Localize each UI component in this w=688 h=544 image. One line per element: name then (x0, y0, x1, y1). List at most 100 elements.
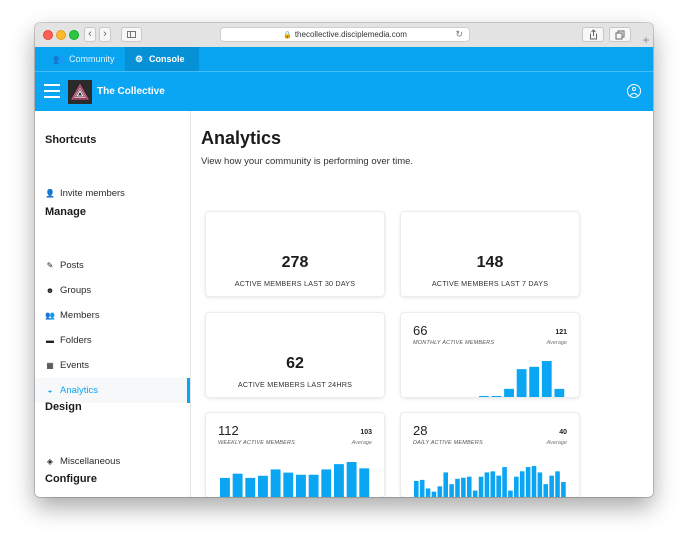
daily-bar (537, 472, 543, 497)
weekly-bar (321, 469, 332, 497)
sidebar-item-folders[interactable]: ▬ Folders (35, 328, 190, 353)
sidebar-toggle-button[interactable] (121, 27, 142, 42)
brand-name: The Collective (97, 86, 165, 97)
sidebar-item-label: Folders (60, 335, 92, 346)
weekly-bar (334, 464, 344, 497)
tab-console[interactable]: ⚙ Console (125, 47, 199, 71)
lock-icon: 🔒 (283, 32, 292, 39)
sidebar-item-events[interactable]: ▦ Events (35, 353, 190, 378)
layers-icon: ◈ (46, 457, 54, 466)
edit-icon: ✎ (46, 261, 54, 270)
sidebar-item-label: Miscellaneous (60, 456, 121, 467)
back-button[interactable]: ‹ (84, 27, 96, 42)
sidebar-item-miscellaneous[interactable]: ◈ Miscellaneous (35, 449, 190, 474)
daily-bar (443, 472, 449, 497)
stat-value: 278 (281, 254, 309, 271)
daily-bar (514, 476, 519, 497)
groups-icon: ☻ (45, 286, 55, 295)
daily-bar (502, 467, 507, 497)
daily-bar (472, 490, 478, 497)
tab-console-label: Console (149, 54, 185, 64)
weekly-bar (359, 468, 370, 497)
daily-bar (561, 482, 566, 497)
sidebar-item-members[interactable]: 👥 Members (35, 303, 190, 328)
chart-current-value: 112 (218, 423, 239, 438)
main-content: Analytics View how your community is per… (191, 111, 653, 497)
sidebar-item-invite-members[interactable]: 👤 Invite members (35, 181, 190, 206)
sidebar-icon (127, 31, 136, 38)
chart-average-value: 40 (559, 429, 567, 436)
stat-value: 62 (286, 355, 304, 372)
daily-bar (461, 477, 466, 497)
new-tab-button[interactable]: + (642, 33, 650, 47)
daily-bar (431, 491, 437, 497)
daily-bar (478, 476, 484, 497)
sidebar-section-manage: Manage (45, 206, 86, 218)
chart-average-value: 103 (360, 429, 372, 436)
sidebar-item-label: Groups (60, 285, 92, 296)
sidebar-item-analytics[interactable]: ◒ Analytics (35, 378, 190, 403)
monthly-bar (491, 396, 502, 397)
browser-titlebar: ‹ › 🔒 thecollective.disciplemedia.com ↻ + (35, 23, 653, 48)
app-tab-bar: 👥 Community ⚙ Console (35, 47, 653, 71)
sidebar-item-label: Invite members (60, 188, 125, 199)
page-subtitle: View how your community is performing ov… (201, 156, 414, 167)
address-bar[interactable]: 🔒 thecollective.disciplemedia.com ↻ (220, 27, 470, 42)
daily-bar (543, 484, 549, 497)
sidebar-item-label: Members (60, 310, 100, 321)
stat-card-7-days: 148 ACTIVE MEMBERS LAST 7 DAYS (401, 212, 579, 296)
daily-bar (466, 476, 472, 497)
daily-bar (455, 478, 460, 497)
sidebar-item-label: Events (60, 360, 90, 371)
monthly-bar (516, 369, 527, 397)
forward-button[interactable]: › (99, 27, 111, 42)
daily-bar (496, 475, 501, 497)
daily-bar (449, 484, 454, 497)
daily-bar (414, 480, 419, 497)
sidebar-section-shortcuts: Shortcuts (45, 134, 97, 146)
chart-average-label: Average (546, 340, 567, 346)
user-avatar-icon[interactable] (627, 84, 641, 98)
tabs-overview-button[interactable] (609, 27, 631, 42)
monthly-bar-chart (479, 361, 565, 397)
stat-label: ACTIVE MEMBERS LAST 24HRS (237, 380, 353, 389)
calendar-icon: ▦ (46, 361, 54, 370)
daily-bar (555, 471, 560, 497)
sidebar-section-design: Design (45, 401, 82, 413)
weekly-bar (283, 472, 294, 497)
tab-community[interactable]: 👥 Community (45, 47, 125, 71)
chart-average-label: Average (351, 440, 372, 446)
gear-icon: ⚙ (134, 54, 144, 64)
chart-label: DAILY ACTIVE MEMBERS (413, 440, 483, 446)
sidebar-item-label: Posts (60, 260, 84, 271)
daily-bar (519, 471, 525, 497)
reload-icon[interactable]: ↻ (455, 29, 463, 39)
close-window-button[interactable] (43, 30, 53, 40)
sidebar-item-posts[interactable]: ✎ Posts (35, 253, 190, 278)
chart-average-label: Average (546, 440, 567, 446)
members-icon: 👥 (45, 311, 55, 320)
sidebar-section-configure: Configure (45, 473, 97, 485)
chart-label: WEEKLY ACTIVE MEMBERS (218, 440, 296, 446)
people-icon: 👥 (53, 54, 65, 64)
share-button[interactable] (582, 27, 604, 42)
chart-average-value: 121 (555, 329, 567, 336)
zoom-window-button[interactable] (69, 30, 79, 40)
chart-card-daily: 28 DAILY ACTIVE MEMBERS 40 Average (401, 413, 579, 497)
sidebar-item-groups[interactable]: ☻ Groups (35, 278, 190, 303)
daily-bar (490, 471, 496, 497)
weekly-bar-chart (220, 462, 370, 497)
daily-bar-chart (414, 466, 566, 497)
sidebar-item-label: Analytics (60, 385, 99, 396)
hamburger-menu-icon[interactable] (44, 84, 60, 98)
monthly-bar (554, 388, 565, 397)
weekly-bar (270, 469, 281, 497)
sidebar: Shortcuts 👤 Invite members Manage ✎ Posts … (35, 111, 191, 497)
minimize-window-button[interactable] (56, 30, 66, 40)
weekly-bar (258, 475, 268, 497)
tab-community-label: Community (69, 54, 115, 64)
stat-card-24-hrs: 62 ACTIVE MEMBERS LAST 24HRS (206, 313, 384, 397)
daily-bar (419, 479, 425, 497)
chart-current-value: 66 (413, 323, 428, 338)
stat-label: ACTIVE MEMBERS LAST 30 DAYS (234, 279, 356, 288)
